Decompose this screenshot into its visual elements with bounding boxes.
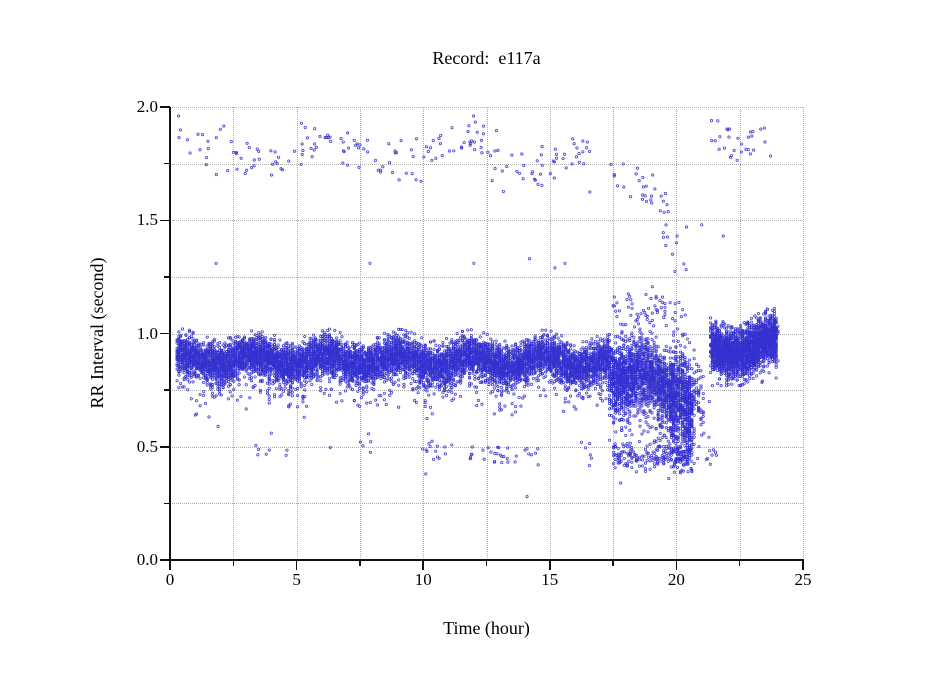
- x-tick: [359, 560, 361, 566]
- x-tick-label: 10: [414, 570, 432, 589]
- plot-area: [169, 107, 804, 561]
- x-tick: [422, 560, 424, 570]
- y-tick-label: 1.0: [136, 323, 158, 343]
- scatter-points-canvas: [170, 107, 803, 560]
- y-tick: [164, 502, 170, 505]
- x-tick: [232, 560, 235, 566]
- y-tick-label: 0.0: [136, 550, 158, 569]
- x-tick: [549, 560, 551, 570]
- x-tick: [295, 560, 298, 570]
- x-tick: [485, 560, 488, 566]
- x-tick: [675, 560, 678, 570]
- x-tick-label: 0: [165, 570, 175, 589]
- y-tick: [164, 389, 170, 391]
- y-tick: [160, 106, 170, 108]
- y-tick-label: 1.5: [136, 210, 158, 230]
- y-tick: [160, 219, 170, 221]
- y-tick: [164, 276, 170, 278]
- y-axis-label: RR Interval (second): [87, 257, 107, 409]
- x-tick: [802, 560, 804, 570]
- x-axis-label: Time (hour): [443, 618, 530, 638]
- x-gridline: [803, 107, 804, 560]
- y-axis-spine: [169, 107, 171, 561]
- y-tick: [160, 559, 170, 561]
- chart-title: Record: e117a: [432, 48, 541, 68]
- x-tick-label: 25: [794, 570, 812, 589]
- y-tick: [160, 332, 170, 335]
- y-tick-label: 2.0: [136, 97, 158, 116]
- x-tick-label: 5: [292, 570, 301, 589]
- x-tick: [738, 560, 741, 566]
- x-tick: [169, 560, 171, 570]
- y-tick: [160, 446, 170, 448]
- x-tick: [612, 560, 614, 566]
- y-tick: [164, 162, 170, 165]
- x-tick-label: 20: [667, 570, 685, 589]
- x-tick-label: 15: [541, 570, 559, 589]
- y-tick-label: 0.5: [136, 436, 158, 456]
